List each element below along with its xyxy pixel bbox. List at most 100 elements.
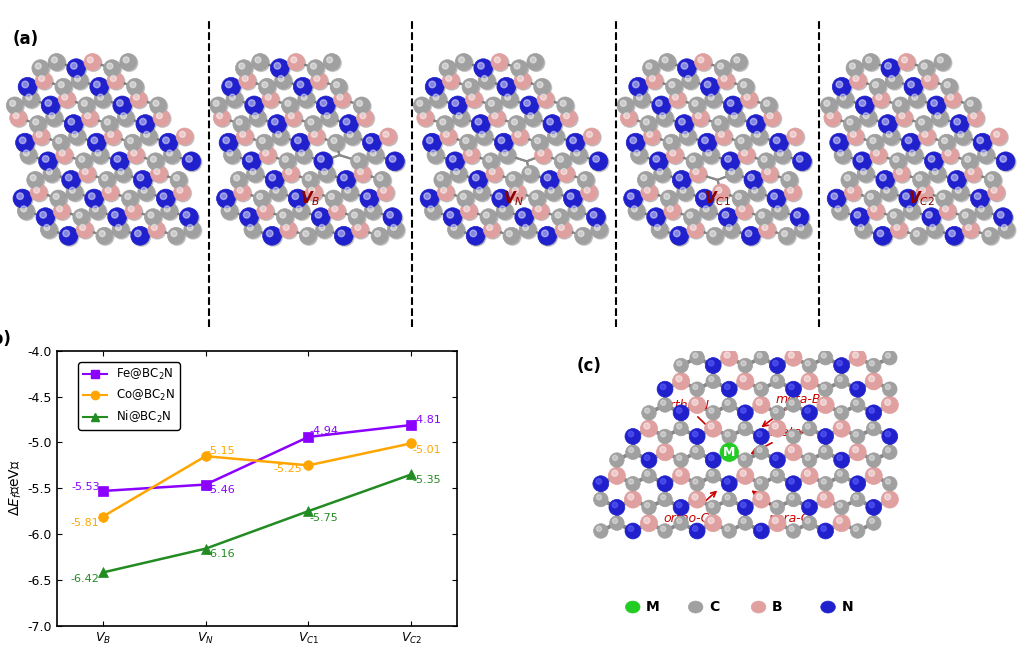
Circle shape xyxy=(955,129,972,146)
Circle shape xyxy=(661,401,666,405)
Circle shape xyxy=(328,203,345,219)
Circle shape xyxy=(593,476,609,492)
Circle shape xyxy=(57,148,74,165)
Circle shape xyxy=(786,398,801,412)
Circle shape xyxy=(996,152,1015,171)
Circle shape xyxy=(829,190,847,209)
Circle shape xyxy=(848,187,853,193)
Circle shape xyxy=(90,78,110,97)
Circle shape xyxy=(588,209,607,228)
Circle shape xyxy=(720,209,738,228)
Circle shape xyxy=(42,156,49,162)
Circle shape xyxy=(797,156,803,162)
Circle shape xyxy=(296,148,314,165)
Circle shape xyxy=(641,452,657,468)
Circle shape xyxy=(130,91,147,108)
Circle shape xyxy=(40,153,59,171)
Circle shape xyxy=(76,212,82,218)
Circle shape xyxy=(56,146,73,164)
Circle shape xyxy=(690,156,695,162)
Circle shape xyxy=(571,146,587,164)
Circle shape xyxy=(775,148,792,165)
Circle shape xyxy=(111,212,118,218)
Circle shape xyxy=(486,156,491,162)
Circle shape xyxy=(123,57,130,63)
Circle shape xyxy=(17,203,34,219)
Circle shape xyxy=(273,187,279,193)
Circle shape xyxy=(329,135,345,152)
Circle shape xyxy=(471,115,490,134)
Circle shape xyxy=(945,226,964,245)
Circle shape xyxy=(500,206,506,212)
Circle shape xyxy=(120,113,126,118)
Circle shape xyxy=(169,228,185,245)
Circle shape xyxy=(915,116,932,132)
Circle shape xyxy=(246,156,253,162)
Circle shape xyxy=(36,73,53,90)
Circle shape xyxy=(870,361,875,366)
Circle shape xyxy=(762,224,768,230)
Circle shape xyxy=(890,221,908,238)
Circle shape xyxy=(302,171,319,189)
Circle shape xyxy=(388,221,404,238)
Circle shape xyxy=(770,452,785,468)
Circle shape xyxy=(570,137,577,144)
Circle shape xyxy=(33,119,39,125)
Circle shape xyxy=(458,57,465,63)
Circle shape xyxy=(856,97,875,116)
Circle shape xyxy=(531,193,538,199)
Circle shape xyxy=(885,385,890,389)
Circle shape xyxy=(742,227,761,246)
Text: -5.75: -5.75 xyxy=(309,512,338,522)
Circle shape xyxy=(821,448,827,453)
Circle shape xyxy=(305,175,311,181)
Circle shape xyxy=(654,166,670,182)
Circle shape xyxy=(857,166,874,182)
Circle shape xyxy=(781,230,787,236)
Circle shape xyxy=(291,57,297,63)
Circle shape xyxy=(110,152,130,171)
Circle shape xyxy=(633,91,650,108)
Circle shape xyxy=(442,72,460,89)
Circle shape xyxy=(593,156,599,162)
Circle shape xyxy=(948,94,954,100)
Circle shape xyxy=(254,191,271,208)
Circle shape xyxy=(48,54,65,70)
Circle shape xyxy=(525,111,542,127)
Circle shape xyxy=(965,166,983,183)
Circle shape xyxy=(26,94,32,100)
Circle shape xyxy=(70,187,75,193)
Circle shape xyxy=(437,117,454,134)
Circle shape xyxy=(439,60,455,77)
Circle shape xyxy=(610,453,624,467)
Circle shape xyxy=(658,524,672,538)
Circle shape xyxy=(885,353,890,358)
Circle shape xyxy=(758,153,775,169)
Text: meta-B: meta-B xyxy=(763,393,821,426)
Circle shape xyxy=(741,424,746,429)
Circle shape xyxy=(653,97,671,116)
Circle shape xyxy=(20,78,38,97)
Circle shape xyxy=(919,187,925,193)
Circle shape xyxy=(250,111,267,127)
Circle shape xyxy=(294,203,310,220)
Circle shape xyxy=(131,226,150,245)
Circle shape xyxy=(648,209,666,228)
Circle shape xyxy=(844,117,861,134)
Circle shape xyxy=(555,154,573,171)
Circle shape xyxy=(42,97,61,116)
Circle shape xyxy=(667,206,673,212)
Circle shape xyxy=(324,54,340,70)
Circle shape xyxy=(630,146,648,164)
Circle shape xyxy=(869,408,875,413)
Circle shape xyxy=(678,118,686,125)
Circle shape xyxy=(62,94,68,100)
Circle shape xyxy=(835,406,849,420)
Circle shape xyxy=(847,128,864,145)
Circle shape xyxy=(473,184,490,201)
Circle shape xyxy=(220,134,238,153)
Circle shape xyxy=(877,230,884,237)
Circle shape xyxy=(34,129,50,146)
Circle shape xyxy=(354,97,370,114)
Circle shape xyxy=(222,77,241,96)
